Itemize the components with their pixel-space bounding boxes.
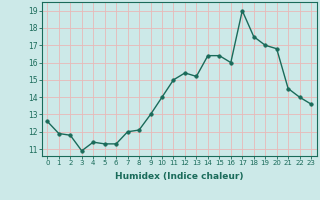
X-axis label: Humidex (Indice chaleur): Humidex (Indice chaleur) [115, 172, 244, 181]
